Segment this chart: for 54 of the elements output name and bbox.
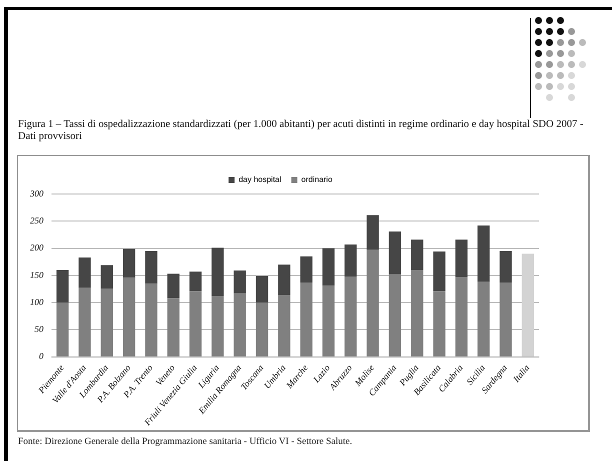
- bar: [234, 270, 246, 294]
- bar: [433, 252, 446, 292]
- bar: [212, 248, 224, 296]
- chart-title: Figura 1 – Tassi di ospedalizzazione standardizzati (per 1.000 abitanti) per acuti distinti in regime ordinario e day hospital SDO 2007 - Dati provvisori: [18, 119, 584, 143]
- legend-label: day hospital: [238, 175, 282, 184]
- bar: [366, 250, 379, 356]
- bar: [300, 282, 312, 356]
- bar: [122, 278, 136, 356]
- bar: [522, 254, 534, 356]
- bar: [278, 264, 290, 295]
- bar: [344, 244, 357, 277]
- bar: [234, 293, 246, 356]
- bar: [56, 302, 69, 356]
- bar: [500, 250, 512, 282]
- bar: [322, 248, 335, 286]
- bar: [100, 265, 113, 288]
- y-tick-label: 0: [39, 351, 44, 362]
- bar: [478, 225, 490, 282]
- bar: [122, 248, 136, 278]
- y-tick-label: 150: [30, 270, 44, 280]
- bar: [300, 256, 312, 282]
- y-tick-label: 100: [30, 296, 44, 307]
- bar: [455, 240, 468, 278]
- bar: [322, 286, 335, 356]
- bar: [56, 270, 69, 303]
- bar: [344, 276, 357, 356]
- bar: [167, 298, 180, 356]
- bar: [212, 296, 224, 356]
- bar: [388, 231, 402, 274]
- bar: [256, 276, 268, 303]
- bar: [78, 258, 91, 288]
- bar: [388, 274, 402, 356]
- bar: [256, 302, 268, 356]
- bar: [411, 240, 424, 270]
- bar: [455, 277, 468, 356]
- bar: [478, 282, 490, 356]
- bar: [500, 282, 512, 356]
- bar: [78, 288, 91, 356]
- bar: [366, 215, 379, 250]
- bar: [411, 270, 424, 356]
- bar: [145, 250, 158, 284]
- legend-label: ordinario: [301, 175, 333, 184]
- y-tick-label: 250: [30, 216, 44, 226]
- bar: [278, 294, 290, 356]
- bar: [167, 274, 180, 298]
- bar: [189, 291, 202, 356]
- y-tick-label: 50: [34, 324, 44, 334]
- y-tick-label: 300: [29, 188, 44, 198]
- bar: [100, 288, 113, 356]
- bar: [145, 284, 158, 356]
- source-note: Fonte: Direzione Generale della Programmazione sanitaria - Ufficio VI - Settore Salute.: [18, 437, 352, 447]
- y-tick-label: 200: [30, 242, 44, 253]
- bar: [189, 272, 202, 292]
- bar: [433, 291, 446, 356]
